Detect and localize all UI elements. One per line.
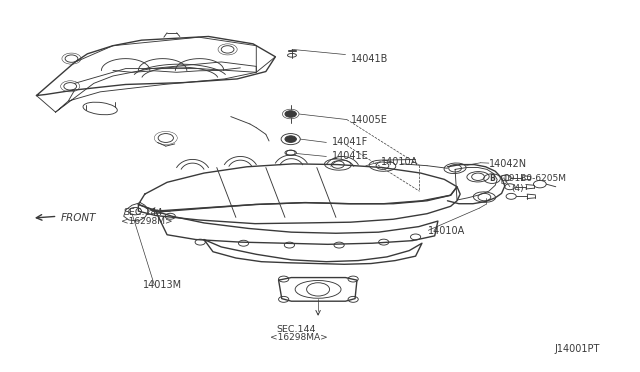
Text: 14013M: 14013M bbox=[143, 280, 182, 290]
Text: 14042N: 14042N bbox=[489, 159, 527, 169]
Text: 14010A: 14010A bbox=[381, 157, 418, 167]
Text: 14005E: 14005E bbox=[351, 115, 387, 125]
Circle shape bbox=[285, 111, 296, 117]
Text: SEC.144: SEC.144 bbox=[276, 325, 316, 334]
Text: <16298MA>: <16298MA> bbox=[270, 333, 328, 342]
Text: SEC.144: SEC.144 bbox=[124, 208, 163, 217]
Circle shape bbox=[285, 136, 296, 142]
Text: (4): (4) bbox=[511, 184, 524, 193]
Text: 14041F: 14041F bbox=[332, 137, 368, 147]
Text: J14001PT: J14001PT bbox=[554, 344, 600, 354]
Text: 091B0-6205M: 091B0-6205M bbox=[504, 174, 566, 183]
Text: 14010A: 14010A bbox=[428, 226, 465, 236]
Text: B: B bbox=[489, 174, 495, 183]
Text: FRONT: FRONT bbox=[61, 213, 96, 223]
Text: <16298M>: <16298M> bbox=[121, 217, 173, 225]
Text: 14041B: 14041B bbox=[351, 54, 388, 64]
Text: 14041E: 14041E bbox=[332, 151, 368, 161]
Text: Ⓑ: Ⓑ bbox=[500, 174, 506, 184]
